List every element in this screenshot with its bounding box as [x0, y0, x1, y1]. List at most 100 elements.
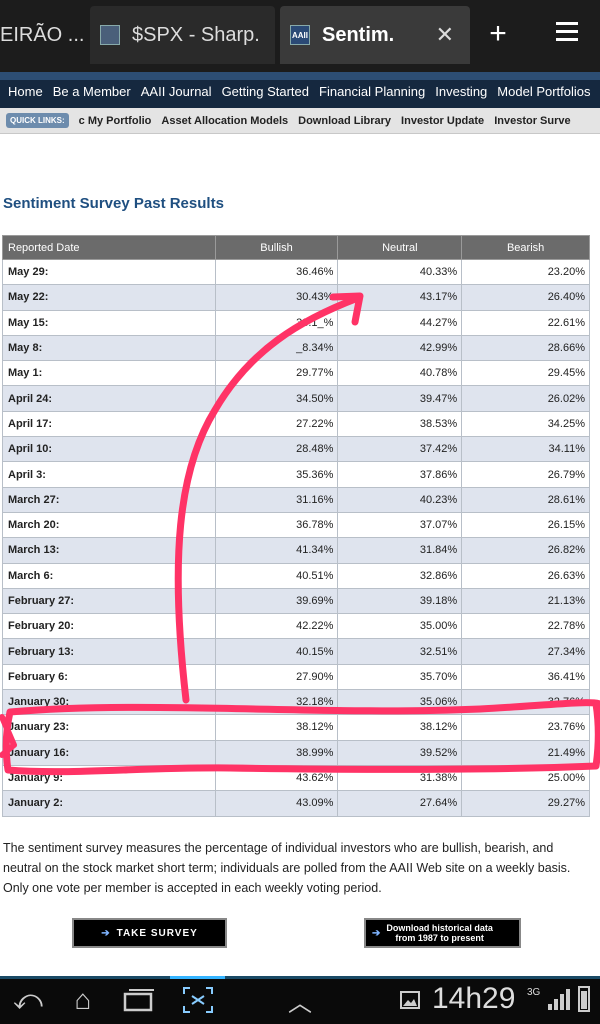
cell-date: May 22: — [2, 284, 216, 311]
cell-bullish: 40.15% — [214, 638, 339, 665]
cell-date: May 1: — [2, 360, 216, 387]
close-tab-icon[interactable]: ✕ — [435, 22, 454, 47]
nav-investing[interactable]: Investing — [435, 83, 488, 99]
nav-model-portfolios[interactable]: Model Portfolios — [497, 83, 591, 99]
tab-2[interactable]: $SPX - Sharp. — [90, 6, 275, 64]
bar-glow-center — [170, 976, 225, 979]
quick-link-investor-survey[interactable]: Investor Surve — [494, 114, 571, 127]
cell-bearish: 26.02% — [461, 385, 590, 412]
cell-neutral: 31.38% — [337, 764, 463, 792]
back-icon[interactable]: ⤺ — [13, 983, 43, 1015]
download-label-line1: Download historical data — [386, 923, 493, 933]
cell-bullish: 30.43% — [214, 284, 339, 311]
cell-neutral: 37.86% — [337, 461, 463, 488]
cell-neutral: 27.64% — [337, 790, 463, 817]
cell-date: January 2: — [2, 790, 216, 817]
recent-apps-icon[interactable] — [118, 976, 160, 1024]
cell-neutral: 35.70% — [337, 663, 463, 691]
quick-link-download-library[interactable]: Download Library — [298, 114, 392, 127]
cell-neutral: 37.42% — [337, 436, 463, 463]
tab-3-active[interactable]: AAII Sentim. ✕ — [280, 6, 470, 64]
nav-be-a-member[interactable]: Be a Member — [52, 83, 131, 99]
cell-date: February 20: — [2, 613, 216, 640]
cell-bullish: 38.99% — [214, 739, 339, 766]
cell-bearish: 26.79% — [461, 461, 590, 488]
cell-bullish: 36.78% — [214, 511, 339, 539]
nav-aaii-journal[interactable]: AAII Journal — [140, 83, 212, 99]
header-reported-date: Reported Date — [2, 235, 216, 260]
header-neutral: Neutral — [337, 235, 463, 260]
quick-link-investor-update[interactable]: Investor Update — [401, 114, 485, 127]
cell-bearish: 36.41% — [461, 663, 590, 691]
cell-bullish: 34.50% — [214, 385, 339, 412]
screenshot-icon[interactable] — [178, 976, 218, 1024]
cell-bearish: 29.45% — [461, 360, 590, 387]
chevron-up-icon[interactable]: ︿ — [288, 989, 312, 1017]
cell-neutral: 44.27% — [337, 309, 463, 336]
table-row: March 13: 41.34% 31.84% 26.82% — [2, 537, 590, 564]
table-row: January 16: 38.99% 39.52% 21.49% — [2, 739, 590, 766]
cell-bullish: 43.62% — [214, 764, 339, 792]
cell-bearish: 21.13% — [461, 587, 590, 615]
tab-1-label: EIRÃO ... — [0, 23, 85, 46]
cell-bullish: 41.34% — [214, 537, 339, 564]
cell-neutral: 32.51% — [337, 638, 463, 665]
page-title: Sentiment Survey Past Results — [3, 195, 224, 212]
download-historical-button[interactable]: ➔ Download historical data from 1987 to … — [364, 918, 521, 948]
cell-bearish: 26.63% — [461, 562, 590, 589]
table-row: March 27: 31.16% 40.23% 28.61% — [2, 486, 590, 513]
home-icon[interactable]: ⌂ — [74, 984, 92, 1015]
cell-date: January 23: — [2, 714, 216, 741]
browser-menu-icon[interactable] — [548, 14, 588, 54]
cell-bearish: 32.76% — [461, 689, 590, 716]
nav-financial-planning[interactable]: Financial Planning — [319, 83, 426, 99]
cell-bearish: 26.15% — [461, 511, 590, 539]
take-survey-button[interactable]: ➔ TAKE SURVEY — [72, 918, 227, 948]
cell-neutral: 43.17% — [337, 284, 463, 311]
cell-bearish: 25.00% — [461, 764, 590, 792]
browser-tab-strip: EIRÃO ... $SPX - Sharp. AAII Sentim. ✕ + — [0, 0, 600, 72]
new-tab-button[interactable]: + — [489, 17, 507, 50]
header-bullish: Bullish — [214, 235, 339, 260]
cell-date: March 20: — [2, 511, 216, 539]
cell-neutral: 38.12% — [337, 714, 463, 741]
cell-bullish: 43.09% — [214, 790, 339, 817]
cell-bullish: 27.90% — [214, 663, 339, 691]
cell-neutral: 35.06% — [337, 689, 463, 716]
cell-bearish: 23.76% — [461, 714, 590, 741]
table-row: February 13: 40.15% 32.51% 27.34% — [2, 638, 590, 665]
cell-bullish: 42.22% — [214, 613, 339, 640]
survey-description: The sentiment survey measures the percen… — [3, 841, 571, 895]
cell-date: April 3: — [2, 461, 216, 488]
tab-1[interactable]: EIRÃO ... — [0, 6, 85, 64]
table-row: May 15: 33.1_% 44.27% 22.61% — [2, 309, 590, 336]
table-row: April 3: 35.36% 37.86% 26.79% — [2, 461, 590, 488]
cell-date: May 29: — [2, 258, 216, 286]
cell-bearish: 27.34% — [461, 638, 590, 665]
download-label: Download historical data from 1987 to pr… — [386, 923, 493, 943]
table-row: May 8: _8.34% 42.99% 28.66% — [2, 334, 590, 362]
gallery-icon — [398, 976, 422, 1024]
quick-link-my-portfolio[interactable]: c My Portfolio — [78, 114, 152, 127]
nav-getting-started[interactable]: Getting Started — [221, 83, 310, 99]
nav-home[interactable]: Home — [8, 83, 43, 99]
table-row: April 10: 28.48% 37.42% 34.11% — [2, 436, 590, 463]
cell-bearish: 28.61% — [461, 486, 590, 513]
cell-bullish: 35.36% — [214, 461, 339, 488]
cell-neutral: 35.00% — [337, 613, 463, 640]
arrow-right-icon: ➔ — [101, 927, 111, 939]
cell-neutral: 39.47% — [337, 385, 463, 412]
tab-2-label: $SPX - Sharp. — [132, 23, 260, 46]
signal-icon — [548, 988, 570, 1010]
cell-neutral: 40.33% — [337, 258, 463, 286]
cell-neutral: 32.86% — [337, 562, 463, 589]
cell-neutral: 42.99% — [337, 334, 463, 362]
tab-3-label: Sentim. — [322, 23, 395, 46]
arrow-right-icon: ➔ — [372, 927, 381, 939]
chart-favicon-icon — [100, 25, 120, 45]
quick-link-asset-allocation[interactable]: Asset Allocation Models — [161, 114, 289, 127]
bar-glow — [0, 976, 600, 979]
cell-neutral: 37.07% — [337, 511, 463, 539]
cell-neutral: 31.84% — [337, 537, 463, 564]
